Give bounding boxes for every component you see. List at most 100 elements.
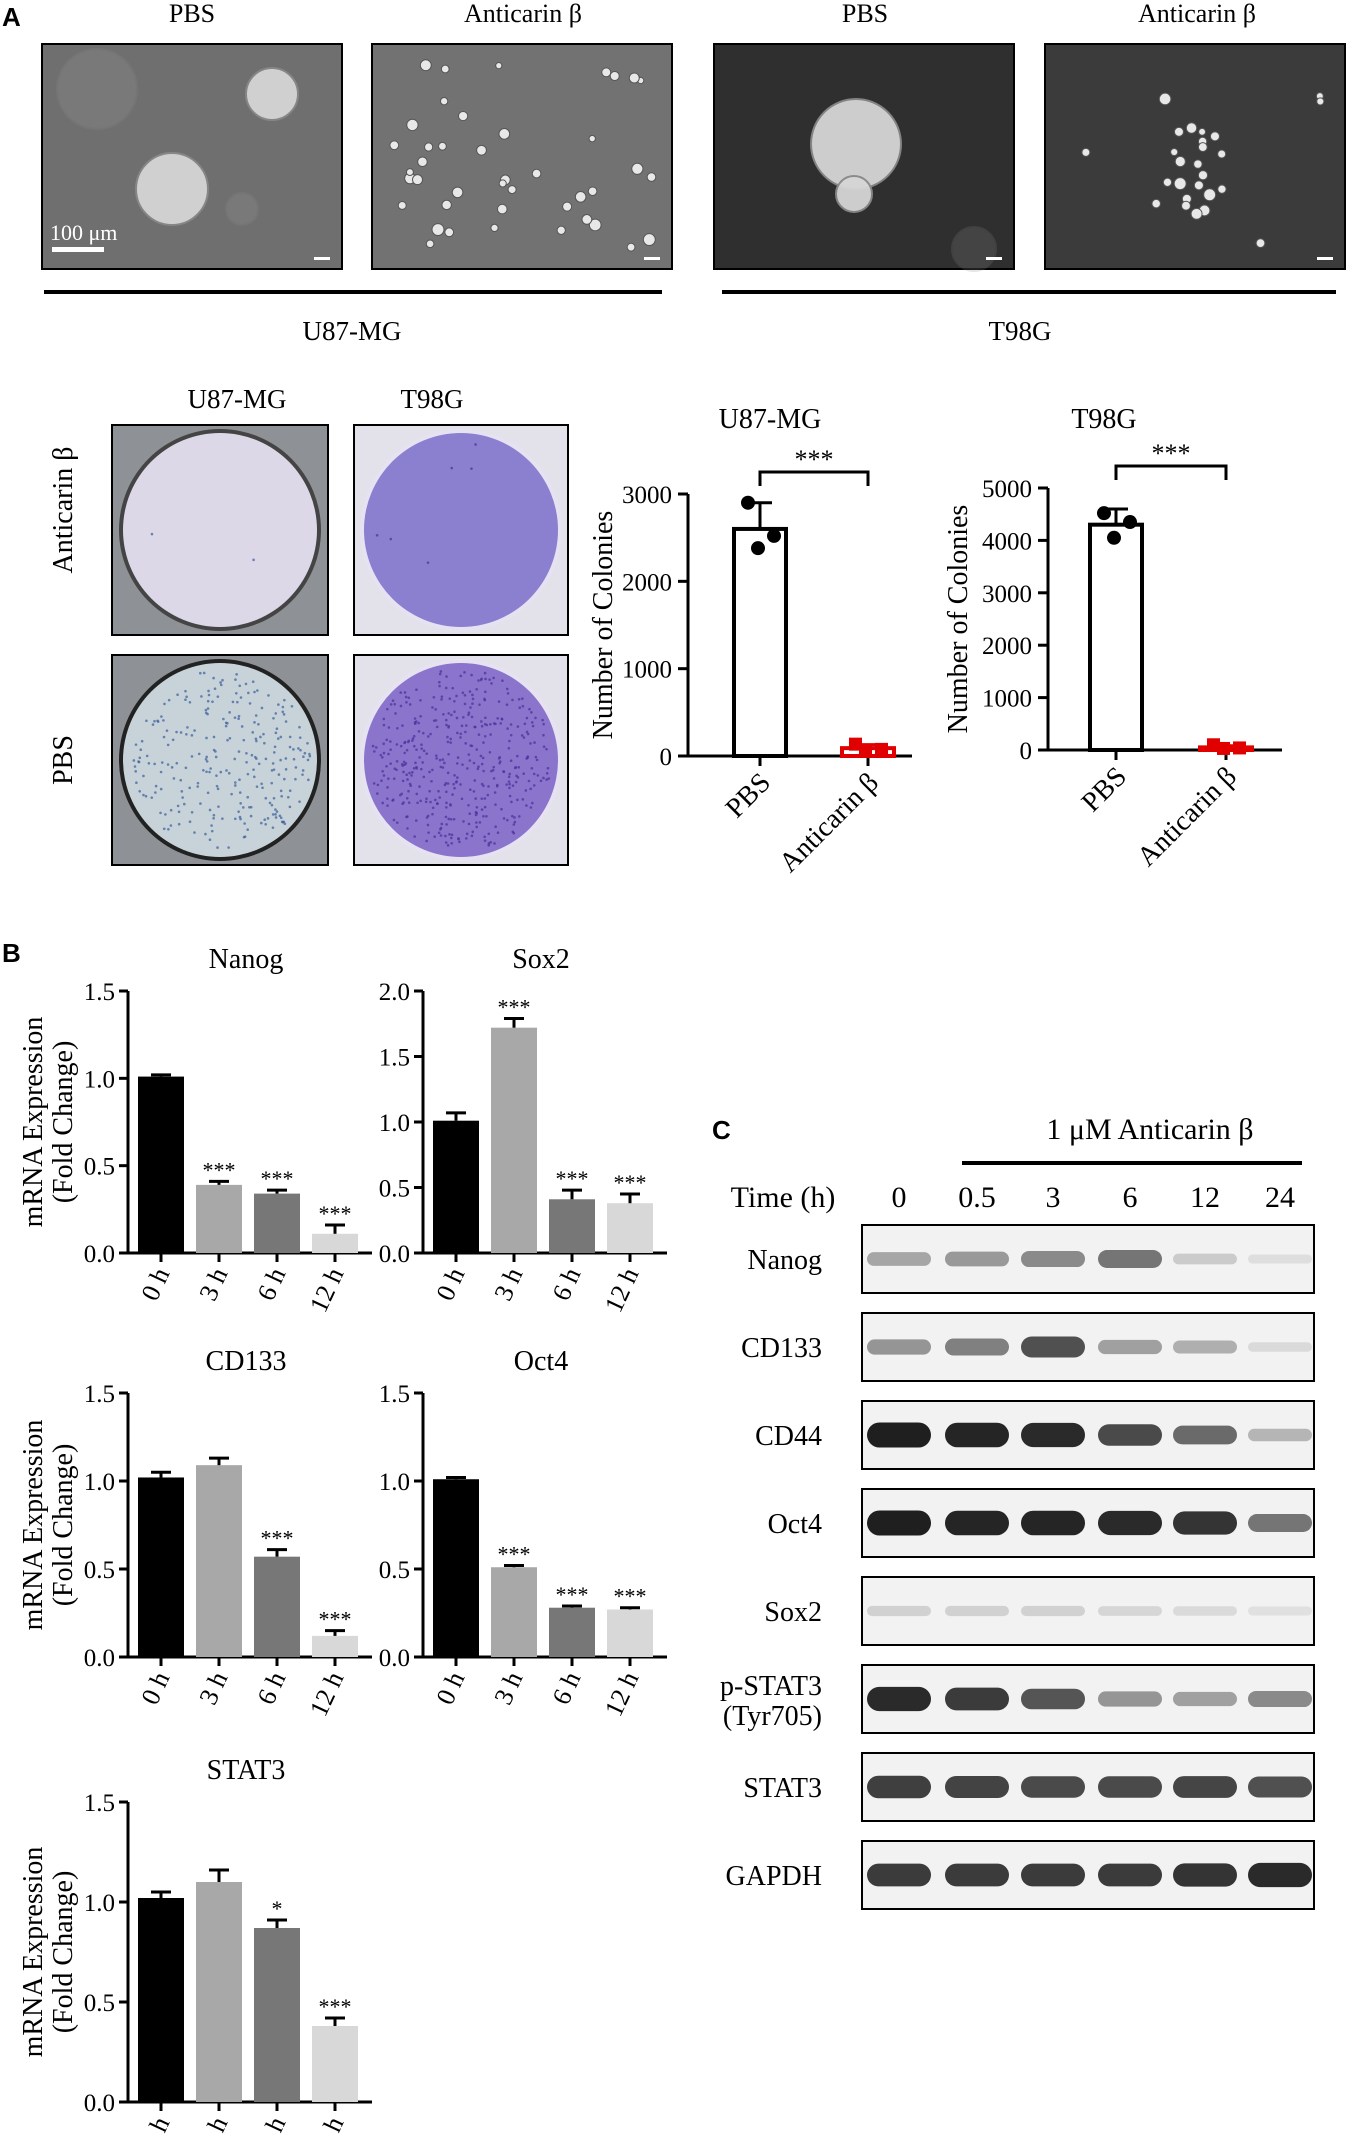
colony-dot — [527, 779, 531, 783]
colony-dot — [446, 740, 450, 744]
colony-dot — [488, 750, 492, 754]
colony-dot — [431, 706, 434, 709]
band — [1098, 1776, 1162, 1798]
colony-chart-1: U87-MG Number of Colonies 0 1000 2000 3000 PBS… — [588, 404, 912, 879]
colony-dot — [247, 691, 250, 695]
band — [867, 1686, 931, 1712]
colony-dot — [453, 786, 456, 790]
colony-dot — [406, 827, 409, 830]
blot-label-2: (Tyr705) — [723, 1701, 822, 1732]
x-tick-label: 6 h — [546, 1667, 586, 1709]
colony-dot — [171, 738, 175, 742]
sphere — [245, 67, 299, 121]
colony-dot — [442, 712, 445, 716]
colony-dot — [502, 817, 506, 820]
y-tick-label: 0.5 — [379, 1176, 410, 1203]
colony-dot — [452, 817, 456, 821]
colony-dot — [547, 777, 551, 780]
colony-dot — [298, 800, 301, 803]
single-cell — [587, 186, 598, 197]
micrograph-scale-mark — [1317, 257, 1333, 260]
colony-dot — [403, 740, 407, 744]
band — [1021, 1776, 1085, 1798]
band — [1248, 1342, 1312, 1352]
y-tick-label: 0.5 — [379, 1557, 410, 1584]
band — [1021, 1336, 1085, 1358]
colony-dot — [163, 702, 166, 706]
single-cell — [581, 214, 593, 225]
colony-dot — [166, 763, 170, 766]
blot-label: STAT3 — [743, 1773, 822, 1804]
colony-dot — [238, 815, 242, 819]
single-cell — [562, 201, 573, 212]
colony-dot — [213, 687, 217, 691]
colony-dot — [479, 754, 483, 758]
colony-dot — [207, 689, 210, 693]
colony-dot — [463, 702, 467, 706]
colony-dot — [292, 757, 296, 761]
colony-dot — [508, 739, 511, 743]
colony-dot — [455, 780, 458, 784]
colony-dot — [301, 773, 304, 776]
band — [1248, 1254, 1312, 1264]
y-tick-label: 0.0 — [84, 2090, 115, 2117]
single-cell — [406, 118, 419, 132]
colony-dot — [237, 750, 241, 753]
colony-dot — [545, 747, 548, 751]
colony-dot — [453, 710, 456, 714]
timepoint-label: 6 — [1123, 1181, 1138, 1214]
colony-dot — [135, 781, 138, 785]
colony-dot — [528, 707, 531, 711]
colony-dot — [430, 780, 433, 783]
colony-dot — [284, 720, 288, 723]
colony-dot — [208, 838, 212, 842]
significance-label: *** — [614, 1170, 647, 1195]
colony-dot — [438, 672, 442, 676]
colony-dot — [462, 820, 465, 823]
colony-dot — [459, 674, 463, 678]
colony-dot — [392, 777, 396, 780]
bar — [549, 1199, 595, 1253]
colony-dot — [529, 787, 532, 791]
colony-dot — [424, 800, 428, 804]
colony-dot — [456, 776, 459, 779]
band — [867, 1339, 931, 1355]
y-tick-label: 0.0 — [84, 1241, 115, 1268]
band — [1173, 1340, 1237, 1354]
colony-dot — [210, 829, 214, 833]
colony-dot — [145, 754, 149, 758]
colony-dot — [482, 741, 485, 744]
chart-title: U87-MG — [719, 404, 822, 435]
colony-dot — [256, 689, 259, 692]
colony-dot — [437, 831, 441, 835]
y-tick-label: 1.0 — [84, 1469, 115, 1496]
colony-dot — [202, 768, 205, 772]
colony-dot — [445, 790, 448, 794]
colony-dot — [395, 821, 399, 824]
colony-dot — [219, 681, 222, 684]
colony-dot — [511, 698, 514, 702]
colony-dot — [245, 760, 248, 764]
colony-dot — [470, 834, 474, 838]
significance-label: *** — [319, 1201, 352, 1226]
colony-dot — [478, 821, 482, 824]
colony-dot — [422, 749, 426, 753]
colony-dot — [413, 717, 417, 720]
colony-dot — [505, 783, 508, 786]
colony-dot — [230, 792, 233, 796]
x-tick-label: 12 h — [599, 1667, 645, 1720]
colony-dot — [279, 758, 282, 762]
colony-dot — [486, 793, 490, 797]
band — [1098, 1424, 1162, 1446]
colony-dot — [445, 806, 448, 809]
colony-dot — [545, 771, 549, 775]
single-cell — [1173, 126, 1184, 137]
colony-dot — [457, 837, 460, 841]
colony-dot — [453, 699, 456, 703]
colony-dot — [254, 737, 258, 741]
colony-dot — [511, 814, 514, 818]
y-tick-label: 1.0 — [379, 1110, 410, 1137]
single-cell — [1081, 147, 1091, 157]
colony-dot — [277, 703, 280, 706]
colony-dot — [386, 804, 389, 807]
